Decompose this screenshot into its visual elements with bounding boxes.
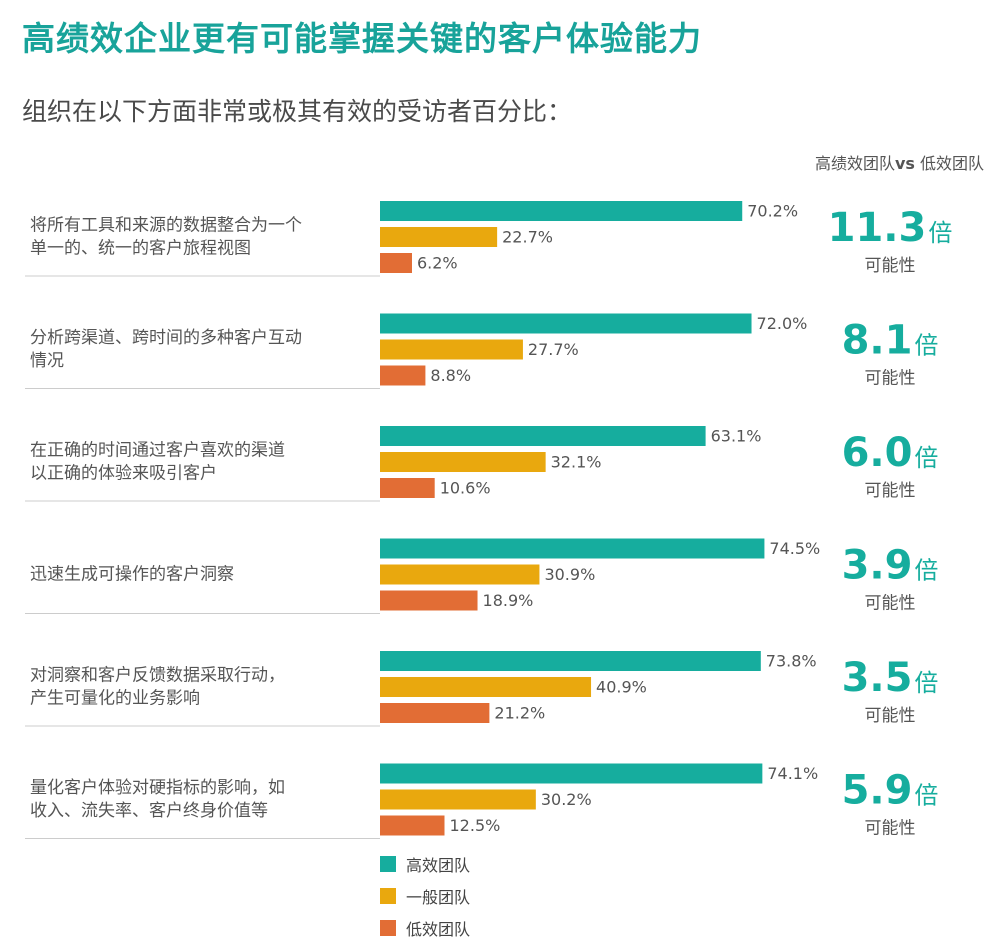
ratio-header-right: 低效团队 <box>914 154 984 173</box>
ratio-unit: 倍 <box>928 219 952 247</box>
bar-low <box>380 478 435 498</box>
bar-value-label: 30.2% <box>541 790 592 809</box>
bar-value-label: 6.2% <box>417 254 458 273</box>
category-label: 产生可量化的业务影响 <box>30 689 200 709</box>
bar-value-label: 40.9% <box>596 678 647 697</box>
category-label: 在正确的时间通过客户喜欢的渠道 <box>30 441 285 461</box>
chart-legend: 高效团队 一般团队 低效团队 <box>380 848 470 944</box>
category-label: 迅速生成可操作的客户洞察 <box>30 565 234 585</box>
legend-item-high: 高效团队 <box>380 848 470 880</box>
bar-high <box>380 651 761 671</box>
bar-value-label: 18.9% <box>483 591 534 610</box>
bar-value-label: 22.7% <box>502 228 553 247</box>
bar-value-label: 73.8% <box>766 652 817 671</box>
bar-value-label: 30.9% <box>544 565 595 584</box>
legend-item-low: 低效团队 <box>380 912 470 944</box>
category-label: 量化客户体验对硬指标的影响，如 <box>30 778 285 798</box>
bar-value-label: 63.1% <box>711 427 762 446</box>
bar-value-label: 70.2% <box>747 202 798 221</box>
legend-item-mid: 一般团队 <box>380 880 470 912</box>
bar-low <box>380 253 412 273</box>
ratio-caption: 可能性 <box>865 706 916 726</box>
legend-label-high: 高效团队 <box>406 856 471 875</box>
ratio-header-vs: vs <box>894 154 915 173</box>
ratio-value: 3.5倍 <box>842 655 939 701</box>
legend-label-mid: 一般团队 <box>406 888 471 907</box>
ratio-caption: 可能性 <box>865 481 916 501</box>
ratio-number: 3.9 <box>842 543 913 589</box>
bar-value-label: 12.5% <box>450 816 501 835</box>
ratio-caption: 可能性 <box>865 369 916 389</box>
ratio-value: 8.1倍 <box>842 318 939 364</box>
bar-high <box>380 763 763 784</box>
ratio-column-header: 高绩效团队vs 低效团队 <box>815 150 984 174</box>
ratio-value: 5.9倍 <box>842 768 939 814</box>
ratio-unit: 倍 <box>914 557 938 585</box>
page-title: 高绩效企业更有可能掌握关键的客户体验能力 <box>22 19 702 58</box>
ratio-value: 3.9倍 <box>842 543 939 589</box>
bar-high <box>380 538 765 559</box>
bar-mid <box>380 339 523 360</box>
bar-low <box>380 815 445 836</box>
ratio-caption: 可能性 <box>865 256 916 276</box>
ratio-header-left: 高绩效团队 <box>814 154 895 173</box>
bar-low <box>380 703 490 723</box>
category-label: 将所有工具和来源的数据整合为一个 <box>30 216 302 236</box>
ratio-number: 6.0 <box>842 430 913 476</box>
category-label: 对洞察和客户反馈数据采取行动， <box>30 666 285 686</box>
bar-value-label: 72.0% <box>757 314 808 333</box>
category-label: 分析跨渠道、跨时间的多种客户互动 <box>30 328 302 348</box>
bar-value-label: 74.5% <box>769 539 820 558</box>
ratio-unit: 倍 <box>914 332 938 360</box>
category-label: 情况 <box>30 351 64 371</box>
bar-mid <box>380 227 498 247</box>
ratio-number: 11.3 <box>828 205 927 251</box>
ratio-unit: 倍 <box>914 444 938 472</box>
bar-value-label: 32.1% <box>551 453 602 472</box>
ratio-number: 3.5 <box>842 655 913 701</box>
page-subtitle: 组织在以下方面非常或极其有效的受访者百分比： <box>22 97 573 126</box>
category-label: 收入、流失率、客户终身价值等 <box>30 801 268 821</box>
ratio-unit: 倍 <box>914 669 938 697</box>
ratio-caption: 可能性 <box>865 819 916 839</box>
bar-mid <box>380 789 536 810</box>
ratio-number: 8.1 <box>842 318 913 364</box>
ratio-unit: 倍 <box>914 782 938 810</box>
bar-value-label: 8.8% <box>430 366 471 385</box>
bar-high <box>380 313 752 334</box>
ratio-caption: 可能性 <box>865 594 916 614</box>
legend-swatch-high <box>380 856 396 872</box>
ratio-value: 6.0倍 <box>842 430 939 476</box>
bar-high <box>380 201 743 221</box>
bar-value-label: 21.2% <box>494 704 545 723</box>
bar-high <box>380 426 706 446</box>
ratio-number: 5.9 <box>842 768 913 814</box>
bar-low <box>380 365 426 386</box>
category-label: 单一的、统一的客户旅程视图 <box>30 239 251 259</box>
bar-mid <box>380 677 592 697</box>
legend-swatch-mid <box>380 888 396 904</box>
bar-value-label: 10.6% <box>440 479 491 498</box>
bar-value-label: 27.7% <box>528 340 579 359</box>
bar-value-label: 74.1% <box>767 764 818 783</box>
bar-mid <box>380 564 540 585</box>
ratio-value: 11.3倍 <box>828 205 953 251</box>
legend-swatch-low <box>380 920 396 936</box>
bar-low <box>380 590 478 611</box>
legend-label-low: 低效团队 <box>406 920 471 939</box>
bar-mid <box>380 452 546 472</box>
category-label: 以正确的体验来吸引客户 <box>30 464 217 484</box>
